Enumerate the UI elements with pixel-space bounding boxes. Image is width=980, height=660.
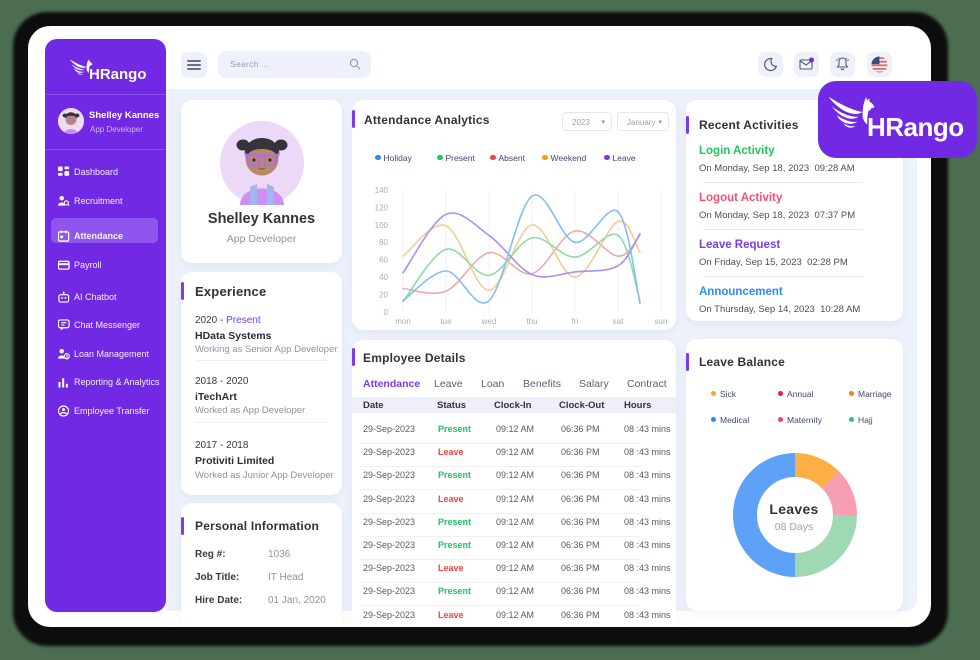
svg-text:0: 0 <box>384 308 389 317</box>
svg-text:60: 60 <box>379 256 388 265</box>
svg-text:fri: fri <box>572 317 579 326</box>
svg-text:HRango: HRango <box>867 112 964 142</box>
svg-text:40: 40 <box>379 273 388 282</box>
svg-text:mon: mon <box>395 317 411 326</box>
svg-text:sat: sat <box>613 317 624 326</box>
svg-text:$: $ <box>66 354 69 359</box>
svg-text:HRango: HRango <box>89 66 147 83</box>
svg-text:wed: wed <box>481 317 497 326</box>
svg-text:20: 20 <box>379 290 388 299</box>
svg-text:140: 140 <box>375 186 389 195</box>
svg-text:100: 100 <box>375 221 389 230</box>
svg-text:tue: tue <box>440 317 452 326</box>
svg-text:120: 120 <box>375 203 389 212</box>
svg-text:sun: sun <box>655 317 668 326</box>
svg-text:80: 80 <box>379 238 388 247</box>
svg-text:thu: thu <box>526 317 537 326</box>
